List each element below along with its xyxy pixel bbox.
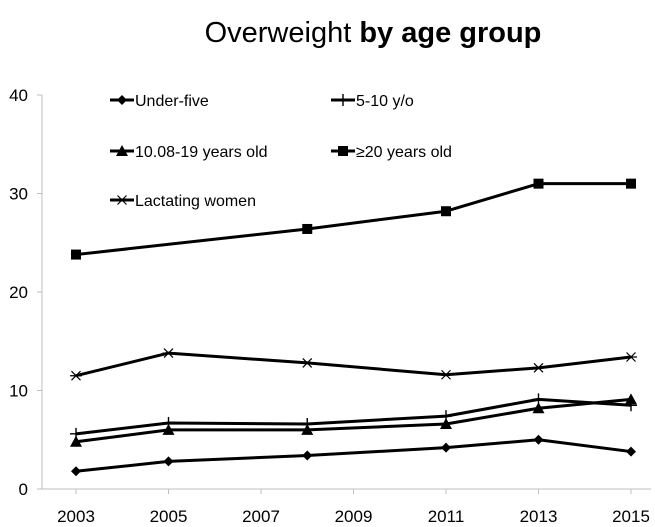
data-point [625,393,637,405]
legend-label: Under-five [135,93,209,110]
data-point [70,370,82,381]
y-tick-label: 10 [9,382,28,401]
x-tick-label: 2007 [242,507,280,526]
series-4 [71,178,636,260]
legend-label: 10.08-19 years old [135,144,268,161]
x-tick-label: 2005 [150,507,188,526]
legend: Under-five 5-10 y/o 10.08-19 years old ≥20 … [110,93,452,210]
legend-label: ≥20 years old [356,144,452,161]
series-line [75,351,632,378]
data-point [533,434,544,445]
legend-item: Lactating women [110,193,256,210]
legend-marker [116,145,128,156]
legend-marker [117,95,127,105]
chart-title-bold: by age group [359,17,541,49]
x-tick-label: 2013 [520,507,558,526]
legend-label: 5-10 y/o [356,93,414,110]
legend-marker [116,195,128,205]
series-3 [70,393,637,447]
data-point [626,446,636,457]
legend-item: Under-five [110,93,209,110]
y-tick-label: 40 [9,86,28,105]
y-tick-label: 20 [9,283,28,302]
legend-label: Lactating women [135,193,256,210]
series-1 [71,434,636,477]
series-line [75,397,632,444]
legend-item: ≥20 years old [331,144,452,161]
data-point [70,435,82,447]
data-point [163,456,174,467]
series-line [75,438,632,473]
data-point [440,369,452,380]
plot-lines [70,178,637,477]
chart-title-regular: Overweight [205,17,360,49]
data-point [71,466,81,477]
data-point [441,442,451,453]
x-tick-label: 2009 [335,507,373,526]
data-point [532,362,545,373]
data-point [71,249,81,260]
y-tick-label: 30 [9,185,28,204]
data-point [301,423,314,435]
data-point [162,423,175,435]
legend-marker [338,146,348,156]
x-tick-label: 2011 [428,507,465,526]
data-point [533,178,544,189]
x-tick-label: 2003 [57,507,95,526]
data-point [625,352,637,362]
series-5 [70,348,637,381]
data-point [532,402,545,414]
y-tick-label: 0 [19,480,28,499]
data-point [162,348,175,358]
legend-marker [337,94,349,106]
axes: 0 10 20 30 40 2003 2005 2007 2009 2011 2013 2015 [9,86,651,526]
chart-title: Overweight by age group [205,17,542,49]
data-point [302,223,313,234]
series-line [75,397,632,436]
x-tick-label: 2015 [612,507,650,526]
legend-item: 10.08-19 years old [110,144,268,161]
legend-item: 5-10 y/o [331,93,414,110]
data-point [302,450,313,461]
data-point [301,357,314,368]
data-point [626,178,636,189]
data-point [441,206,451,217]
data-point [440,417,452,429]
